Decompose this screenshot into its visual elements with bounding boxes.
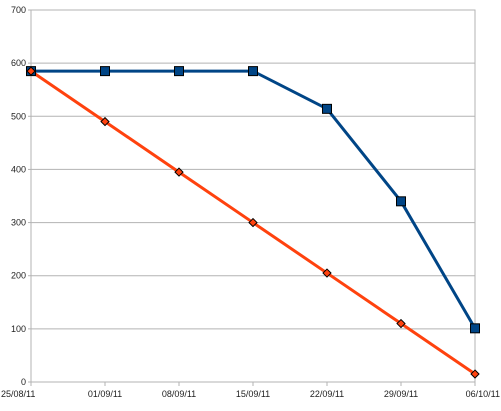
series-1-point xyxy=(248,66,258,77)
y-tick-label: 700 xyxy=(11,5,26,15)
x-axis-ticks: 25/08/11 01/09/11 08/09/11 15/09/11 22/09/11… xyxy=(1,382,500,399)
gridlines xyxy=(31,9,475,383)
series-2-point xyxy=(248,217,258,228)
y-tick-label: 400 xyxy=(11,164,26,174)
x-tick-label: 22/09/11 xyxy=(310,389,344,399)
x-tick-label: 08/09/11 xyxy=(162,389,196,399)
series-2-point xyxy=(26,66,36,76)
series-2-point xyxy=(322,268,332,278)
x-tick-label: 29/09/11 xyxy=(384,389,418,399)
y-axis-ticks: 0 100 200 300 400 500 600 700 xyxy=(11,5,31,387)
x-tick-label: 25/08/11 xyxy=(1,389,35,399)
series-1-point xyxy=(470,323,480,334)
series-1-point xyxy=(396,196,406,207)
plot-area-border xyxy=(30,9,476,383)
y-tick-label: 300 xyxy=(11,218,26,228)
y-tick-label: 0 xyxy=(21,377,26,387)
series-1-point xyxy=(100,66,110,77)
series-group xyxy=(26,66,480,379)
y-tick-label: 200 xyxy=(11,271,26,281)
axes xyxy=(30,9,476,383)
series-2-point xyxy=(470,369,480,379)
series-2-point xyxy=(100,116,110,127)
x-tick-label: 06/10/11 xyxy=(466,389,500,399)
y-tick-label: 600 xyxy=(11,58,26,68)
series-2-point xyxy=(396,318,406,329)
series-1-point xyxy=(174,66,184,77)
series-2-point xyxy=(174,167,184,177)
series-1-point xyxy=(322,103,332,114)
x-tick-label: 15/09/11 xyxy=(236,389,270,399)
y-tick-label: 100 xyxy=(11,324,26,334)
y-tick-label: 500 xyxy=(11,111,26,121)
series-1-line xyxy=(31,69,477,330)
x-tick-label: 01/09/11 xyxy=(88,389,122,399)
